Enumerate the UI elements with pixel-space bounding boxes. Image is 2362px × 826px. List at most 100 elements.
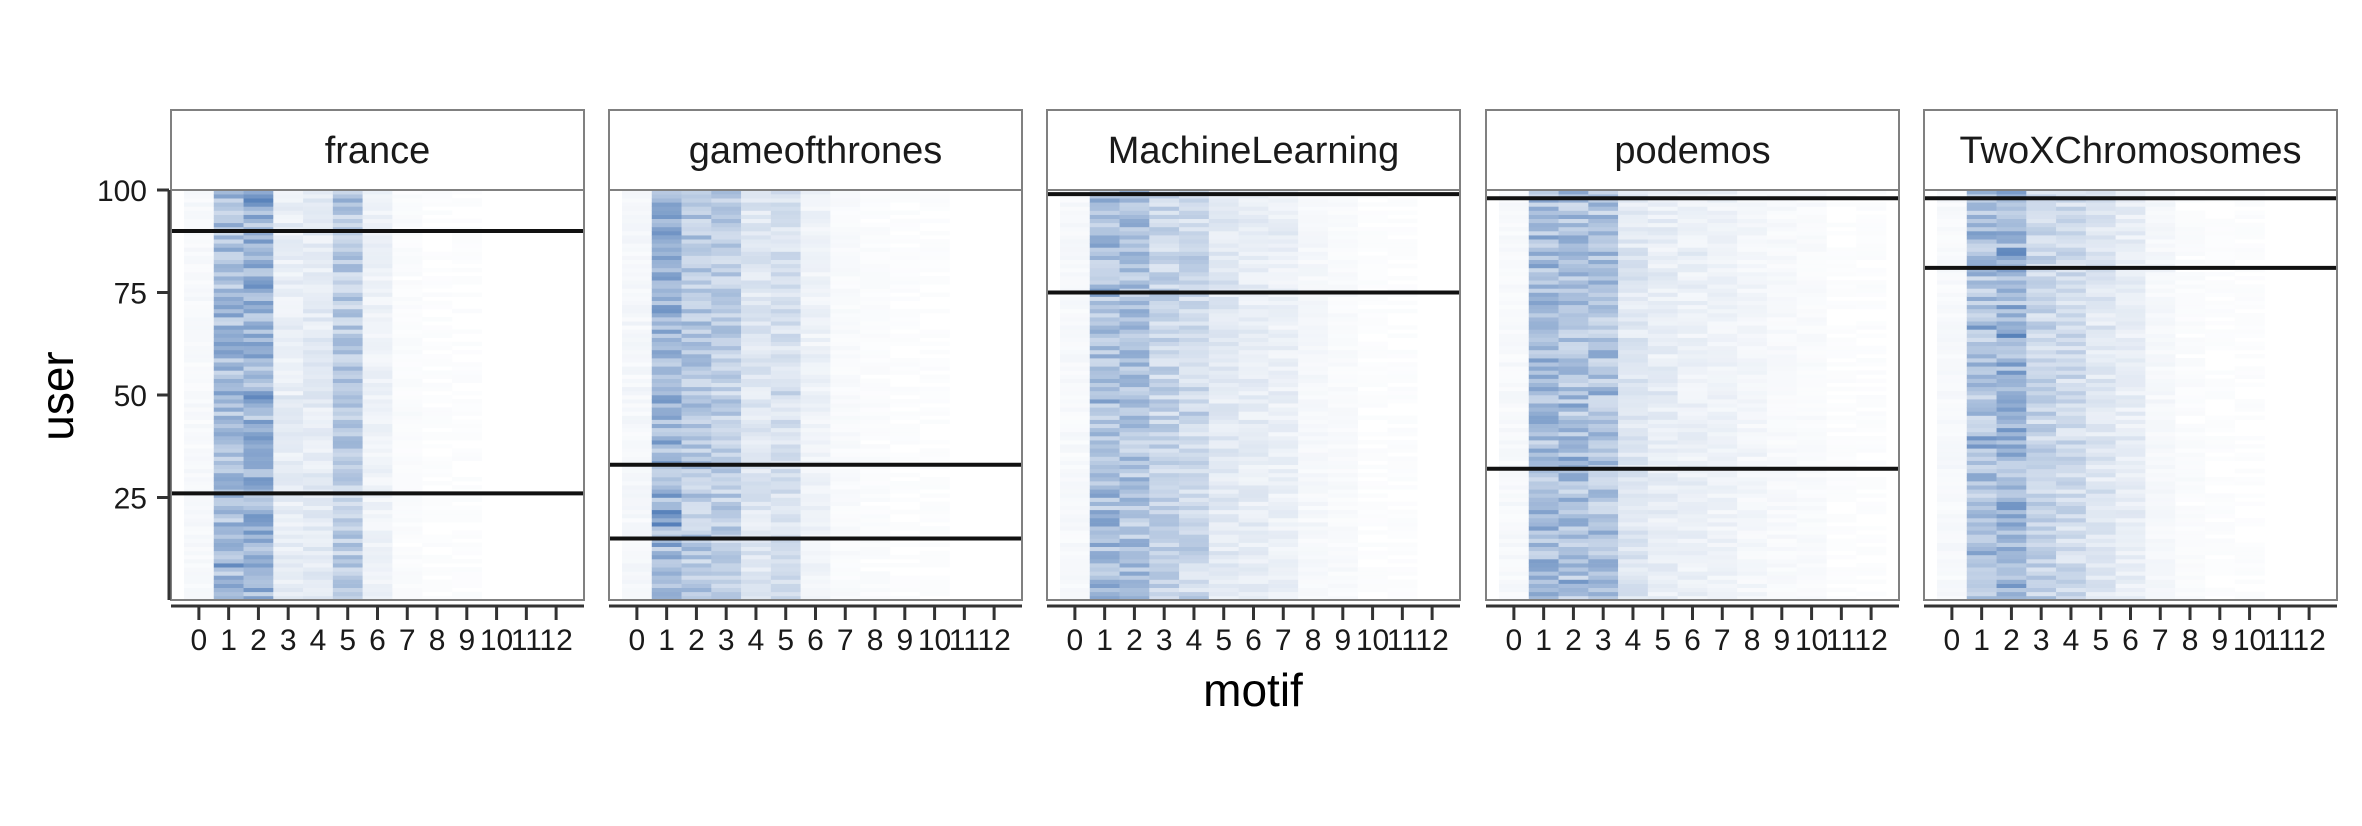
heatmap-cell — [889, 226, 920, 232]
heatmap-cell — [622, 530, 653, 535]
heatmap-cell — [332, 501, 363, 506]
heatmap-cell — [392, 431, 423, 437]
heatmap-cell — [1707, 247, 1738, 252]
heatmap-cell — [1208, 468, 1239, 474]
heatmap-cell — [1208, 407, 1239, 412]
heatmap-cell — [1677, 513, 1708, 519]
heatmap-cell — [362, 485, 393, 490]
heatmap-cell — [1149, 280, 1180, 285]
heatmap-cell — [1179, 321, 1210, 326]
heatmap-cell — [1647, 468, 1678, 474]
heatmap-cell — [1677, 390, 1708, 396]
heatmap-cell — [184, 247, 215, 252]
heatmap-cell — [273, 579, 304, 584]
heatmap-cell — [184, 194, 215, 199]
heatmap-cell — [622, 415, 653, 420]
heatmap-cell — [1238, 292, 1269, 297]
heatmap-cell — [651, 411, 682, 416]
x-tick-label: 8 — [429, 624, 446, 657]
heatmap-cell — [422, 587, 453, 593]
heatmap-cell — [1826, 493, 1857, 498]
heatmap-cell — [2056, 518, 2087, 523]
heatmap-cell — [1737, 247, 1768, 252]
heatmap-cell — [711, 288, 742, 293]
heatmap-cell — [1966, 452, 1997, 457]
heatmap-cell — [1179, 251, 1210, 256]
heatmap-cell — [1647, 276, 1678, 281]
heatmap-cell — [1089, 382, 1120, 388]
heatmap-cell — [860, 251, 891, 256]
heatmap-cell — [1268, 501, 1299, 506]
heatmap-cell — [362, 522, 393, 527]
heatmap-cell — [830, 579, 861, 584]
heatmap-cell — [303, 321, 334, 326]
heatmap-cell — [1499, 485, 1530, 490]
heatmap-cell — [1208, 218, 1239, 224]
heatmap-cell — [303, 468, 334, 474]
heatmap-cell — [1387, 226, 1418, 232]
heatmap-cell — [1766, 542, 1797, 547]
heatmap-cell — [1499, 354, 1530, 359]
heatmap-cell — [1298, 247, 1329, 252]
heatmap-cell — [681, 444, 712, 449]
heatmap-cell — [1499, 427, 1530, 433]
heatmap-cell — [332, 247, 363, 252]
heatmap-cell — [1707, 308, 1738, 314]
heatmap-cell — [1089, 280, 1120, 285]
heatmap-cell — [1327, 419, 1358, 424]
heatmap-cell — [1060, 280, 1091, 285]
heatmap-cell — [303, 452, 334, 457]
heatmap-cell — [1119, 214, 1150, 219]
heatmap-cell — [1208, 546, 1239, 552]
heatmap-cell — [1588, 231, 1619, 236]
heatmap-cell — [2085, 579, 2116, 584]
heatmap-cell — [1149, 440, 1180, 445]
heatmap-cell — [362, 263, 393, 269]
heatmap-cell — [622, 505, 653, 511]
heatmap-cell — [332, 308, 363, 314]
heatmap-cell — [770, 382, 801, 388]
heatmap-cell — [770, 341, 801, 347]
heatmap-cell — [2026, 226, 2057, 232]
heatmap-cell — [1298, 423, 1329, 429]
heatmap-cell — [711, 218, 742, 224]
heatmap-cell — [651, 427, 682, 433]
heatmap-cell — [800, 468, 831, 474]
heatmap-cell — [651, 419, 682, 424]
heatmap-cell — [622, 567, 653, 572]
heatmap-cell — [1119, 308, 1150, 314]
heatmap-cell — [422, 255, 453, 260]
heatmap-cell — [1298, 554, 1329, 560]
heatmap-cell — [830, 308, 861, 314]
heatmap-cell — [622, 579, 653, 584]
heatmap-cell — [1796, 460, 1827, 465]
heatmap-cell — [1796, 489, 1827, 494]
heatmap-cell — [273, 444, 304, 449]
heatmap-cell — [392, 231, 423, 236]
heatmap-cell — [1558, 481, 1589, 486]
heatmap-cell — [273, 358, 304, 363]
heatmap-cell — [1618, 554, 1649, 560]
heatmap-cell — [1298, 374, 1329, 379]
heatmap-cell — [1856, 247, 1887, 252]
heatmap-cell — [1119, 497, 1150, 502]
heatmap-cell — [1119, 226, 1150, 232]
heatmap-cell — [830, 247, 861, 252]
heatmap-cell — [1558, 399, 1589, 404]
heatmap-cell — [1647, 485, 1678, 490]
heatmap-cell — [1766, 526, 1797, 531]
heatmap-cell — [681, 567, 712, 572]
heatmap-cell — [1937, 456, 1968, 461]
heatmap-cell — [1327, 571, 1358, 576]
heatmap-cell — [1208, 239, 1239, 244]
heatmap-cell — [1618, 390, 1649, 396]
heatmap-cell — [1766, 214, 1797, 219]
heatmap-cell — [332, 456, 363, 461]
heatmap-cell — [362, 267, 393, 273]
heatmap-cell — [1588, 341, 1619, 347]
heatmap-cell — [1737, 485, 1768, 490]
heatmap-cell — [1647, 542, 1678, 547]
heatmap-cell — [1060, 423, 1091, 429]
heatmap-cell — [681, 587, 712, 593]
heatmap-cell — [2056, 431, 2087, 437]
